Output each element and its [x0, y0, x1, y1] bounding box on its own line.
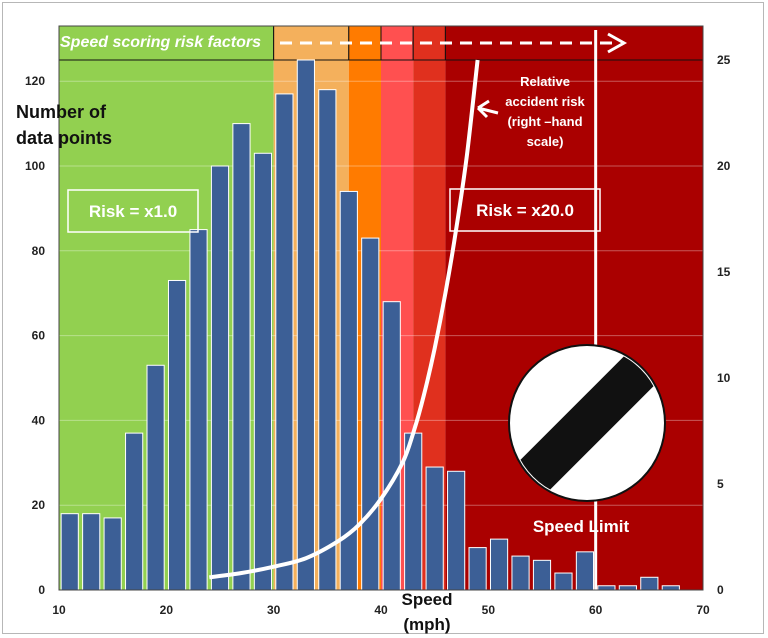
y2-tick-label: 0	[717, 583, 724, 597]
x-tick-label: 10	[52, 603, 66, 617]
bar	[468, 547, 487, 591]
speed-limit-sign-stripe	[515, 351, 659, 495]
bar	[253, 152, 273, 591]
bar	[511, 555, 530, 591]
bar	[425, 466, 444, 591]
banner-segment-1	[58, 25, 275, 61]
y-tick-label: 20	[32, 498, 46, 512]
bar	[597, 585, 616, 591]
bar	[640, 576, 659, 591]
bar	[125, 432, 144, 591]
y-tick-label: 80	[32, 244, 46, 258]
x-axis-title-line-1: Speed	[401, 590, 452, 609]
bar	[447, 470, 466, 591]
bar	[318, 89, 337, 591]
x-tick-label: 40	[374, 603, 388, 617]
x-tick-label: 50	[482, 603, 496, 617]
y2-tick-label: 10	[717, 371, 731, 385]
bar	[661, 585, 680, 591]
bar	[103, 517, 122, 591]
bar	[60, 513, 79, 591]
risk-high-box	[449, 188, 601, 232]
speed-limit-sign	[508, 344, 666, 502]
risk-curve-label-line-3: (right –hand	[507, 114, 582, 129]
y2-tick-label: 15	[717, 265, 731, 279]
x-tick-label: 30	[267, 603, 281, 617]
y2-tick-label: 5	[717, 477, 724, 491]
x-axis-title-line-2: (mph)	[403, 615, 450, 634]
bar	[554, 572, 573, 591]
y-axis-title-line-2: data points	[16, 128, 112, 148]
risk-curve-label-line-2: accident risk	[505, 94, 585, 109]
risk-curve-label: Relative accident risk (right –hand scal…	[505, 74, 585, 149]
bar-layer	[60, 59, 680, 591]
y2-tick-label: 20	[717, 159, 731, 173]
bar	[275, 93, 294, 591]
bar	[532, 559, 552, 591]
risk-curve-label-line-1: Relative	[520, 74, 570, 89]
x-tick-label: 20	[160, 603, 174, 617]
x-axis: 10 20 30 40 50 60 70	[52, 589, 710, 617]
risk-high-label: Risk = x20.0	[476, 201, 574, 220]
y-tick-label: 100	[25, 159, 45, 173]
bar	[296, 59, 315, 591]
y-tick-label: 120	[25, 74, 45, 88]
y-axis-title-line-1: Number of	[16, 102, 107, 122]
bar	[489, 538, 509, 591]
bar	[575, 551, 595, 591]
bar	[167, 279, 187, 591]
bar	[189, 229, 208, 591]
risk-low-label: Risk = x1.0	[89, 202, 177, 221]
y-tick-label: 60	[32, 329, 46, 343]
bar	[210, 165, 230, 591]
risk-label-arrow	[476, 99, 499, 119]
risk-curve-line	[209, 59, 480, 580]
y-tick-label: 0	[38, 583, 45, 597]
x-tick-label: 70	[696, 603, 710, 617]
y-axis-right: 0 5 10 15 20 25	[717, 53, 731, 597]
x-tick-label: 60	[589, 603, 603, 617]
y-axis-left: 0 20 40 60 80 100 120	[25, 74, 45, 597]
risk-low-box	[67, 189, 199, 233]
bar	[146, 364, 165, 591]
bar	[232, 123, 251, 591]
y2-tick-label: 25	[717, 53, 731, 67]
banner-label: Speed scoring risk factors	[60, 34, 261, 51]
y-tick-label: 40	[32, 413, 46, 427]
bar	[382, 301, 401, 591]
risk-band-6	[445, 60, 703, 590]
bar	[361, 237, 380, 591]
bar	[618, 585, 637, 591]
risk-curve-label-line-4: scale)	[527, 134, 564, 149]
bar	[82, 513, 101, 591]
speed-limit-label: Speed Limit	[533, 517, 630, 536]
banner-arrow-head	[607, 32, 628, 54]
